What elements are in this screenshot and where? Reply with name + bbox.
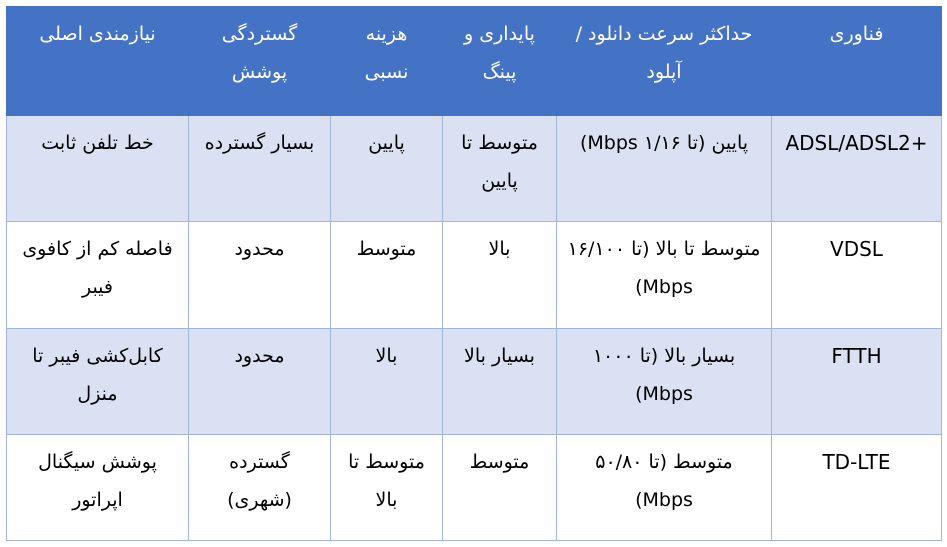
table-header: فناوری حداکثر سرعت دانلود / آپلود پایدار… — [6, 6, 942, 116]
header-max-speed: حداکثر سرعت دانلود / آپلود — [556, 6, 772, 116]
main-requirement-cell: پوشش سیگنال اپراتور — [6, 433, 189, 542]
technology-comparison-table: فناوری حداکثر سرعت دانلود / آپلود پایدار… — [6, 6, 942, 542]
main-requirement-cell: کابل‌کشی فیبر تا منزل — [6, 327, 189, 435]
header-coverage: گستردگی پوشش — [188, 6, 331, 116]
technology-cell: ADSL/ADSL2+ — [771, 114, 942, 223]
main-requirement-cell: خط تلفن ثابت — [6, 114, 189, 223]
table-row: TD-LTE متوسط (تا ۵۰/۸۰ Mbps) متوسط متوسط… — [6, 433, 942, 542]
technology-cell: VDSL — [771, 221, 942, 329]
header-technology: فناوری — [771, 6, 942, 116]
table-body: ADSL/ADSL2+ پایین (تا ۱/۱۶ Mbps) متوسط ت… — [6, 114, 942, 542]
technology-cell: FTTH — [771, 327, 942, 435]
relative-cost-cell: بالا — [330, 327, 443, 435]
table-row: FTTH بسیار بالا (تا ۱۰۰۰ Mbps) بسیار بال… — [6, 327, 942, 435]
max-speed-cell: پایین (تا ۱/۱۶ Mbps) — [556, 114, 772, 223]
coverage-cell: بسیار گسترده — [188, 114, 331, 223]
coverage-cell: محدود — [188, 327, 331, 435]
header-row: فناوری حداکثر سرعت دانلود / آپلود پایدار… — [6, 6, 942, 116]
relative-cost-cell: پایین — [330, 114, 443, 223]
relative-cost-cell: متوسط تا بالا — [330, 433, 443, 542]
coverage-cell: محدود — [188, 221, 331, 329]
stability-ping-cell: بسیار بالا — [442, 327, 557, 435]
main-requirement-cell: فاصله کم از کافوی فیبر — [6, 221, 189, 329]
stability-ping-cell: بالا — [442, 221, 557, 329]
table-row: ADSL/ADSL2+ پایین (تا ۱/۱۶ Mbps) متوسط ت… — [6, 114, 942, 223]
max-speed-cell: بسیار بالا (تا ۱۰۰۰ Mbps) — [556, 327, 772, 435]
coverage-cell: گسترده (شهری) — [188, 433, 331, 542]
header-main-requirement: نیازمندی اصلی — [6, 6, 189, 116]
max-speed-cell: متوسط (تا ۵۰/۸۰ Mbps) — [556, 433, 772, 542]
header-relative-cost: هزینه نسبی — [330, 6, 443, 116]
stability-ping-cell: متوسط تا پایین — [442, 114, 557, 223]
stability-ping-cell: متوسط — [442, 433, 557, 542]
technology-cell: TD-LTE — [771, 433, 942, 542]
header-stability-ping: پایداری و پینگ — [442, 6, 557, 116]
relative-cost-cell: متوسط — [330, 221, 443, 329]
max-speed-cell: متوسط تا بالا (تا ۱۶/۱۰۰ Mbps) — [556, 221, 772, 329]
table-row: VDSL متوسط تا بالا (تا ۱۶/۱۰۰ Mbps) بالا… — [6, 221, 942, 329]
